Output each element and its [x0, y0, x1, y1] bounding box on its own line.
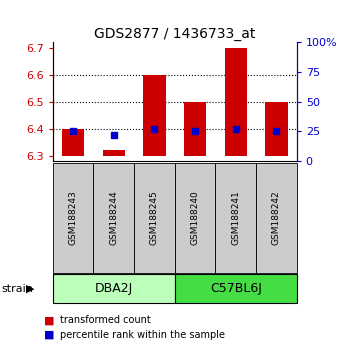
Text: DBA2J: DBA2J: [95, 282, 133, 295]
Text: GSM188242: GSM188242: [272, 190, 281, 245]
Text: GSM188241: GSM188241: [231, 190, 240, 245]
Text: strain: strain: [2, 284, 33, 293]
Text: percentile rank within the sample: percentile rank within the sample: [60, 330, 225, 339]
Text: ▶: ▶: [26, 284, 34, 293]
Text: GSM188240: GSM188240: [191, 190, 199, 245]
Bar: [62, 129, 84, 156]
Bar: [184, 102, 206, 156]
Title: GDS2877 / 1436733_at: GDS2877 / 1436733_at: [94, 28, 255, 41]
Text: ■: ■: [44, 330, 55, 339]
Text: GSM188244: GSM188244: [109, 190, 118, 245]
Text: C57BL6J: C57BL6J: [210, 282, 262, 295]
Text: GSM188245: GSM188245: [150, 190, 159, 245]
Text: transformed count: transformed count: [60, 315, 150, 325]
Bar: [265, 102, 287, 156]
Text: ■: ■: [44, 315, 55, 325]
Bar: [143, 75, 166, 156]
Bar: [103, 150, 125, 156]
Text: GSM188243: GSM188243: [69, 190, 78, 245]
Bar: [224, 48, 247, 156]
